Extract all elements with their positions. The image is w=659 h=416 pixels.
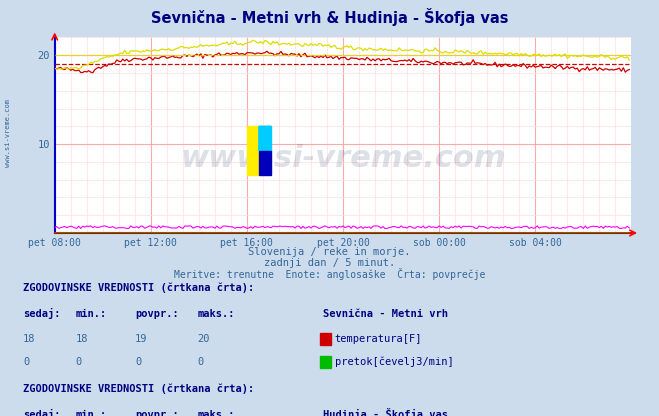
Text: sedaj:: sedaj: [23, 308, 61, 319]
Text: Sevnična - Metni vrh: Sevnična - Metni vrh [323, 309, 448, 319]
Text: 18: 18 [76, 334, 88, 344]
Text: 0: 0 [23, 357, 29, 367]
Polygon shape [259, 126, 271, 151]
Text: pretok[čevelj3/min]: pretok[čevelj3/min] [335, 357, 453, 367]
Text: Slovenija / reke in morje.: Slovenija / reke in morje. [248, 247, 411, 257]
Text: min.:: min.: [76, 410, 107, 416]
Text: povpr.:: povpr.: [135, 410, 179, 416]
Text: www.si-vreme.com: www.si-vreme.com [5, 99, 11, 167]
Bar [259, 151, 271, 175]
Text: temperatura[F]: temperatura[F] [335, 334, 422, 344]
Bar [247, 126, 259, 175]
Text: sedaj:: sedaj: [23, 409, 61, 416]
Text: 19: 19 [135, 334, 148, 344]
Text: www.si-vreme.com: www.si-vreme.com [180, 144, 506, 173]
Text: maks.:: maks.: [198, 410, 235, 416]
Text: 20: 20 [198, 334, 210, 344]
Text: ZGODOVINSKE VREDNOSTI (črtkana črta):: ZGODOVINSKE VREDNOSTI (črtkana črta): [23, 283, 254, 293]
Text: 18: 18 [23, 334, 36, 344]
Text: povpr.:: povpr.: [135, 309, 179, 319]
Text: ZGODOVINSKE VREDNOSTI (črtkana črta):: ZGODOVINSKE VREDNOSTI (črtkana črta): [23, 384, 254, 394]
Text: maks.:: maks.: [198, 309, 235, 319]
Bar [259, 126, 271, 151]
Text: 0: 0 [198, 357, 204, 367]
Text: Hudinja - Škofja vas: Hudinja - Škofja vas [323, 408, 448, 416]
Text: 0: 0 [76, 357, 82, 367]
Text: zadnji dan / 5 minut.: zadnji dan / 5 minut. [264, 258, 395, 268]
Text: min.:: min.: [76, 309, 107, 319]
Text: Meritve: trenutne  Enote: anglosaške  Črta: povprečje: Meritve: trenutne Enote: anglosaške Črta… [174, 268, 485, 280]
Text: Sevnična - Metni vrh & Hudinja - Škofja vas: Sevnična - Metni vrh & Hudinja - Škofja … [151, 8, 508, 27]
Text: 0: 0 [135, 357, 141, 367]
